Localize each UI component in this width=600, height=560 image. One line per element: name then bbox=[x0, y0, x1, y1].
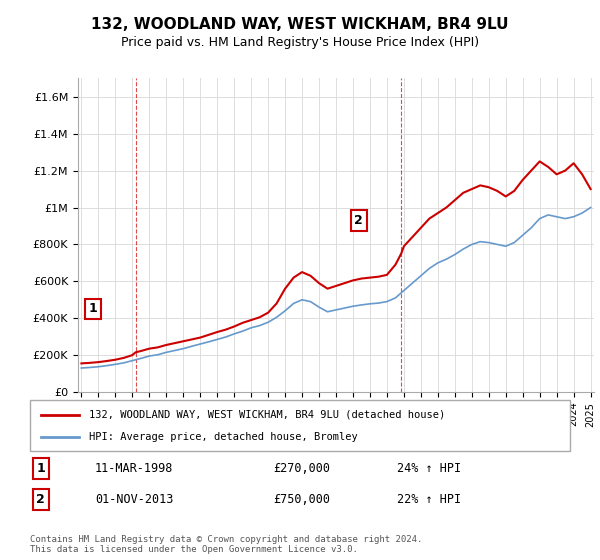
Text: £270,000: £270,000 bbox=[273, 462, 330, 475]
Text: 01-NOV-2013: 01-NOV-2013 bbox=[95, 493, 173, 506]
Text: 132, WOODLAND WAY, WEST WICKHAM, BR4 9LU (detached house): 132, WOODLAND WAY, WEST WICKHAM, BR4 9LU… bbox=[89, 409, 446, 419]
Text: 24% ↑ HPI: 24% ↑ HPI bbox=[397, 462, 461, 475]
Text: Contains HM Land Registry data © Crown copyright and database right 2024.
This d: Contains HM Land Registry data © Crown c… bbox=[30, 535, 422, 554]
Text: 132, WOODLAND WAY, WEST WICKHAM, BR4 9LU: 132, WOODLAND WAY, WEST WICKHAM, BR4 9LU bbox=[91, 17, 509, 32]
Text: 22% ↑ HPI: 22% ↑ HPI bbox=[397, 493, 461, 506]
Text: 2: 2 bbox=[355, 214, 363, 227]
Text: 2: 2 bbox=[37, 493, 45, 506]
Text: 11-MAR-1998: 11-MAR-1998 bbox=[95, 462, 173, 475]
FancyBboxPatch shape bbox=[30, 400, 570, 451]
Text: Price paid vs. HM Land Registry's House Price Index (HPI): Price paid vs. HM Land Registry's House … bbox=[121, 36, 479, 49]
Text: £750,000: £750,000 bbox=[273, 493, 330, 506]
Text: 1: 1 bbox=[37, 462, 45, 475]
Text: 1: 1 bbox=[89, 302, 97, 315]
Text: HPI: Average price, detached house, Bromley: HPI: Average price, detached house, Brom… bbox=[89, 432, 358, 442]
